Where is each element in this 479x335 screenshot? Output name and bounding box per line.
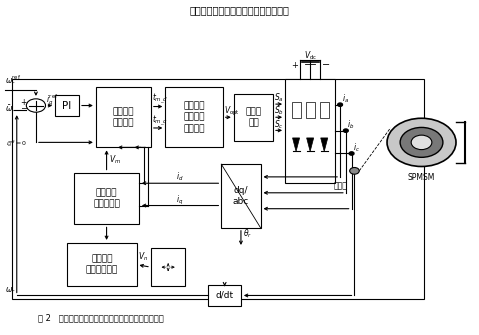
Circle shape <box>411 135 432 150</box>
Text: SPMSM: SPMSM <box>408 173 435 182</box>
Polygon shape <box>321 138 328 151</box>
Text: d/dt: d/dt <box>216 291 234 300</box>
Circle shape <box>338 103 342 107</box>
Text: +: + <box>20 98 27 107</box>
Text: $i_d^{\rm ref}{=}0$: $i_d^{\rm ref}{=}0$ <box>6 138 27 149</box>
Text: $t_{m\_q}$: $t_{m\_q}$ <box>152 114 169 128</box>
Text: $V_{\rm dc}$: $V_{\rm dc}$ <box>304 49 317 62</box>
Text: 编码器: 编码器 <box>333 182 347 190</box>
Text: $i_q$: $i_q$ <box>176 194 184 207</box>
Bar <box>306 102 315 118</box>
Polygon shape <box>293 138 299 151</box>
Text: 占空比
计算: 占空比 计算 <box>245 107 262 127</box>
Text: −: − <box>20 104 27 113</box>
Text: dq/
abc: dq/ abc <box>233 186 249 206</box>
Text: 基于矢量作用时间的预测电流控制策略: 基于矢量作用时间的预测电流控制策略 <box>190 5 289 15</box>
Circle shape <box>349 152 354 155</box>
Text: 价值函数
选择最优
电压矢量: 价值函数 选择最优 电压矢量 <box>183 102 205 133</box>
Circle shape <box>400 127 443 157</box>
Text: +: + <box>291 61 298 70</box>
Circle shape <box>350 168 359 174</box>
Text: $t_{m\_d}$: $t_{m\_d}$ <box>152 92 169 106</box>
Circle shape <box>387 118 456 166</box>
Bar <box>165 87 223 147</box>
Text: PI: PI <box>62 100 72 111</box>
Text: $V_{\rm opt}$: $V_{\rm opt}$ <box>224 105 240 118</box>
Circle shape <box>26 99 46 112</box>
Text: $i_q^{\rm ref}$: $i_q^{\rm ref}$ <box>46 92 59 108</box>
Text: 求取矢量
作用时间: 求取矢量 作用时间 <box>113 107 134 127</box>
Text: 建立广义
基本电压矢量: 建立广义 基本电压矢量 <box>86 255 118 275</box>
Text: $i_b$: $i_b$ <box>347 118 354 131</box>
Bar <box>221 164 261 228</box>
Circle shape <box>343 129 348 132</box>
Bar <box>55 95 79 116</box>
Text: $\omega_r^{\rm ref}$: $\omega_r^{\rm ref}$ <box>5 73 21 88</box>
Text: −: − <box>322 60 330 70</box>
Text: 图 2   基于矢量作用时间的预测电流控制策略结构框图: 图 2 基于矢量作用时间的预测电流控制策略结构框图 <box>38 313 164 322</box>
Text: 优化备选
电压矢量集: 优化备选 电压矢量集 <box>93 188 120 208</box>
Bar <box>12 79 424 299</box>
Text: $V_n$: $V_n$ <box>138 251 148 263</box>
Text: $S_a$: $S_a$ <box>274 92 284 104</box>
Polygon shape <box>307 138 314 151</box>
Bar <box>151 248 185 286</box>
Bar <box>208 285 241 306</box>
Text: $\omega_r$: $\omega_r$ <box>5 285 16 295</box>
Text: $i_a$: $i_a$ <box>342 92 349 105</box>
Text: $S_c$: $S_c$ <box>274 118 284 131</box>
Bar <box>67 243 137 286</box>
Bar <box>74 173 139 224</box>
Text: $\theta_r$: $\theta_r$ <box>243 227 252 240</box>
Text: $S_b$: $S_b$ <box>274 105 284 117</box>
Text: $V_m$: $V_m$ <box>109 154 121 166</box>
Bar <box>96 87 151 147</box>
Text: $i_c$: $i_c$ <box>353 141 360 154</box>
Bar <box>292 102 301 118</box>
Bar <box>285 79 335 183</box>
Bar <box>234 94 273 141</box>
Text: $\bar{\omega}_r$: $\bar{\omega}_r$ <box>5 104 16 116</box>
Text: $i_d$: $i_d$ <box>176 171 184 183</box>
Bar <box>319 102 329 118</box>
